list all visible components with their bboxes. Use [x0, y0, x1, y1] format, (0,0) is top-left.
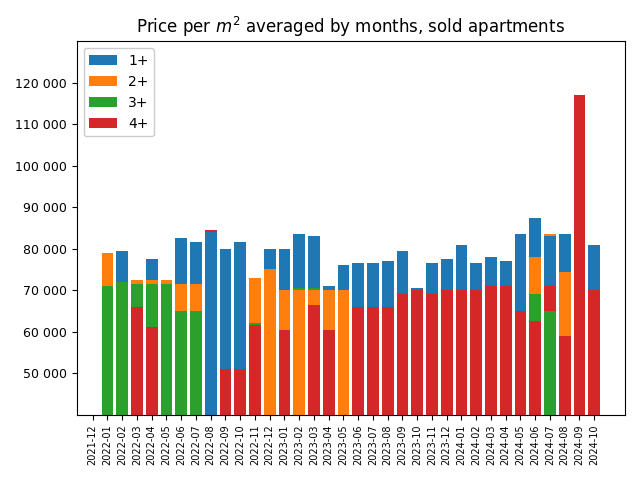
- Bar: [529, 321, 541, 415]
- Bar: [529, 217, 541, 415]
- Bar: [293, 290, 305, 415]
- Bar: [205, 232, 216, 415]
- Bar: [278, 330, 291, 415]
- Bar: [220, 369, 231, 415]
- Bar: [308, 290, 320, 415]
- Bar: [220, 249, 231, 415]
- Bar: [131, 307, 143, 415]
- Bar: [190, 284, 202, 415]
- Bar: [161, 280, 172, 415]
- Bar: [456, 290, 467, 415]
- Bar: [102, 253, 113, 415]
- Bar: [412, 290, 423, 415]
- Bar: [485, 257, 497, 415]
- Bar: [456, 245, 467, 415]
- Title: Price per $m^2$ averaged by months, sold apartments: Price per $m^2$ averaged by months, sold…: [136, 15, 565, 39]
- Bar: [190, 242, 202, 415]
- Bar: [175, 311, 187, 415]
- Bar: [146, 327, 157, 415]
- Bar: [352, 307, 364, 415]
- Bar: [559, 272, 571, 415]
- Bar: [559, 234, 571, 415]
- Bar: [308, 288, 320, 415]
- Bar: [264, 249, 276, 415]
- Bar: [515, 234, 526, 415]
- Bar: [544, 286, 556, 415]
- Bar: [470, 290, 482, 415]
- Bar: [308, 236, 320, 415]
- Bar: [131, 284, 143, 415]
- Bar: [441, 290, 452, 415]
- Bar: [116, 251, 128, 415]
- Bar: [559, 336, 571, 415]
- Bar: [131, 280, 143, 415]
- Bar: [249, 324, 261, 415]
- Bar: [485, 286, 497, 415]
- Bar: [529, 294, 541, 415]
- Bar: [544, 236, 556, 415]
- Bar: [102, 286, 113, 415]
- Bar: [175, 284, 187, 415]
- Bar: [249, 325, 261, 415]
- Bar: [397, 251, 408, 415]
- Bar: [529, 257, 541, 415]
- Bar: [588, 290, 600, 415]
- Bar: [102, 253, 113, 415]
- Bar: [352, 263, 364, 415]
- Bar: [337, 290, 349, 415]
- Legend: 1+, 2+, 3+, 4+: 1+, 2+, 3+, 4+: [84, 48, 154, 136]
- Bar: [441, 259, 452, 415]
- Bar: [293, 234, 305, 415]
- Bar: [264, 269, 276, 415]
- Bar: [382, 261, 394, 415]
- Bar: [278, 249, 291, 415]
- Bar: [234, 369, 246, 415]
- Bar: [308, 305, 320, 415]
- Bar: [515, 311, 526, 415]
- Bar: [146, 284, 157, 415]
- Bar: [426, 263, 438, 415]
- Bar: [116, 282, 128, 415]
- Bar: [175, 239, 187, 415]
- Bar: [367, 263, 379, 415]
- Bar: [323, 290, 335, 415]
- Bar: [190, 311, 202, 415]
- Bar: [426, 294, 438, 415]
- Bar: [161, 280, 172, 415]
- Bar: [323, 330, 335, 415]
- Bar: [367, 307, 379, 415]
- Bar: [146, 259, 157, 415]
- Bar: [131, 280, 143, 415]
- Bar: [146, 280, 157, 415]
- Bar: [220, 369, 231, 415]
- Bar: [397, 294, 408, 415]
- Bar: [249, 278, 261, 415]
- Bar: [573, 96, 586, 415]
- Bar: [205, 230, 216, 415]
- Bar: [323, 286, 335, 415]
- Bar: [278, 290, 291, 415]
- Bar: [337, 265, 349, 415]
- Bar: [588, 245, 600, 415]
- Bar: [470, 263, 482, 415]
- Bar: [500, 261, 511, 415]
- Bar: [234, 242, 246, 415]
- Bar: [412, 288, 423, 415]
- Bar: [544, 311, 556, 415]
- Bar: [249, 278, 261, 415]
- Bar: [293, 288, 305, 415]
- Bar: [161, 284, 172, 415]
- Bar: [382, 307, 394, 415]
- Bar: [544, 234, 556, 415]
- Bar: [500, 286, 511, 415]
